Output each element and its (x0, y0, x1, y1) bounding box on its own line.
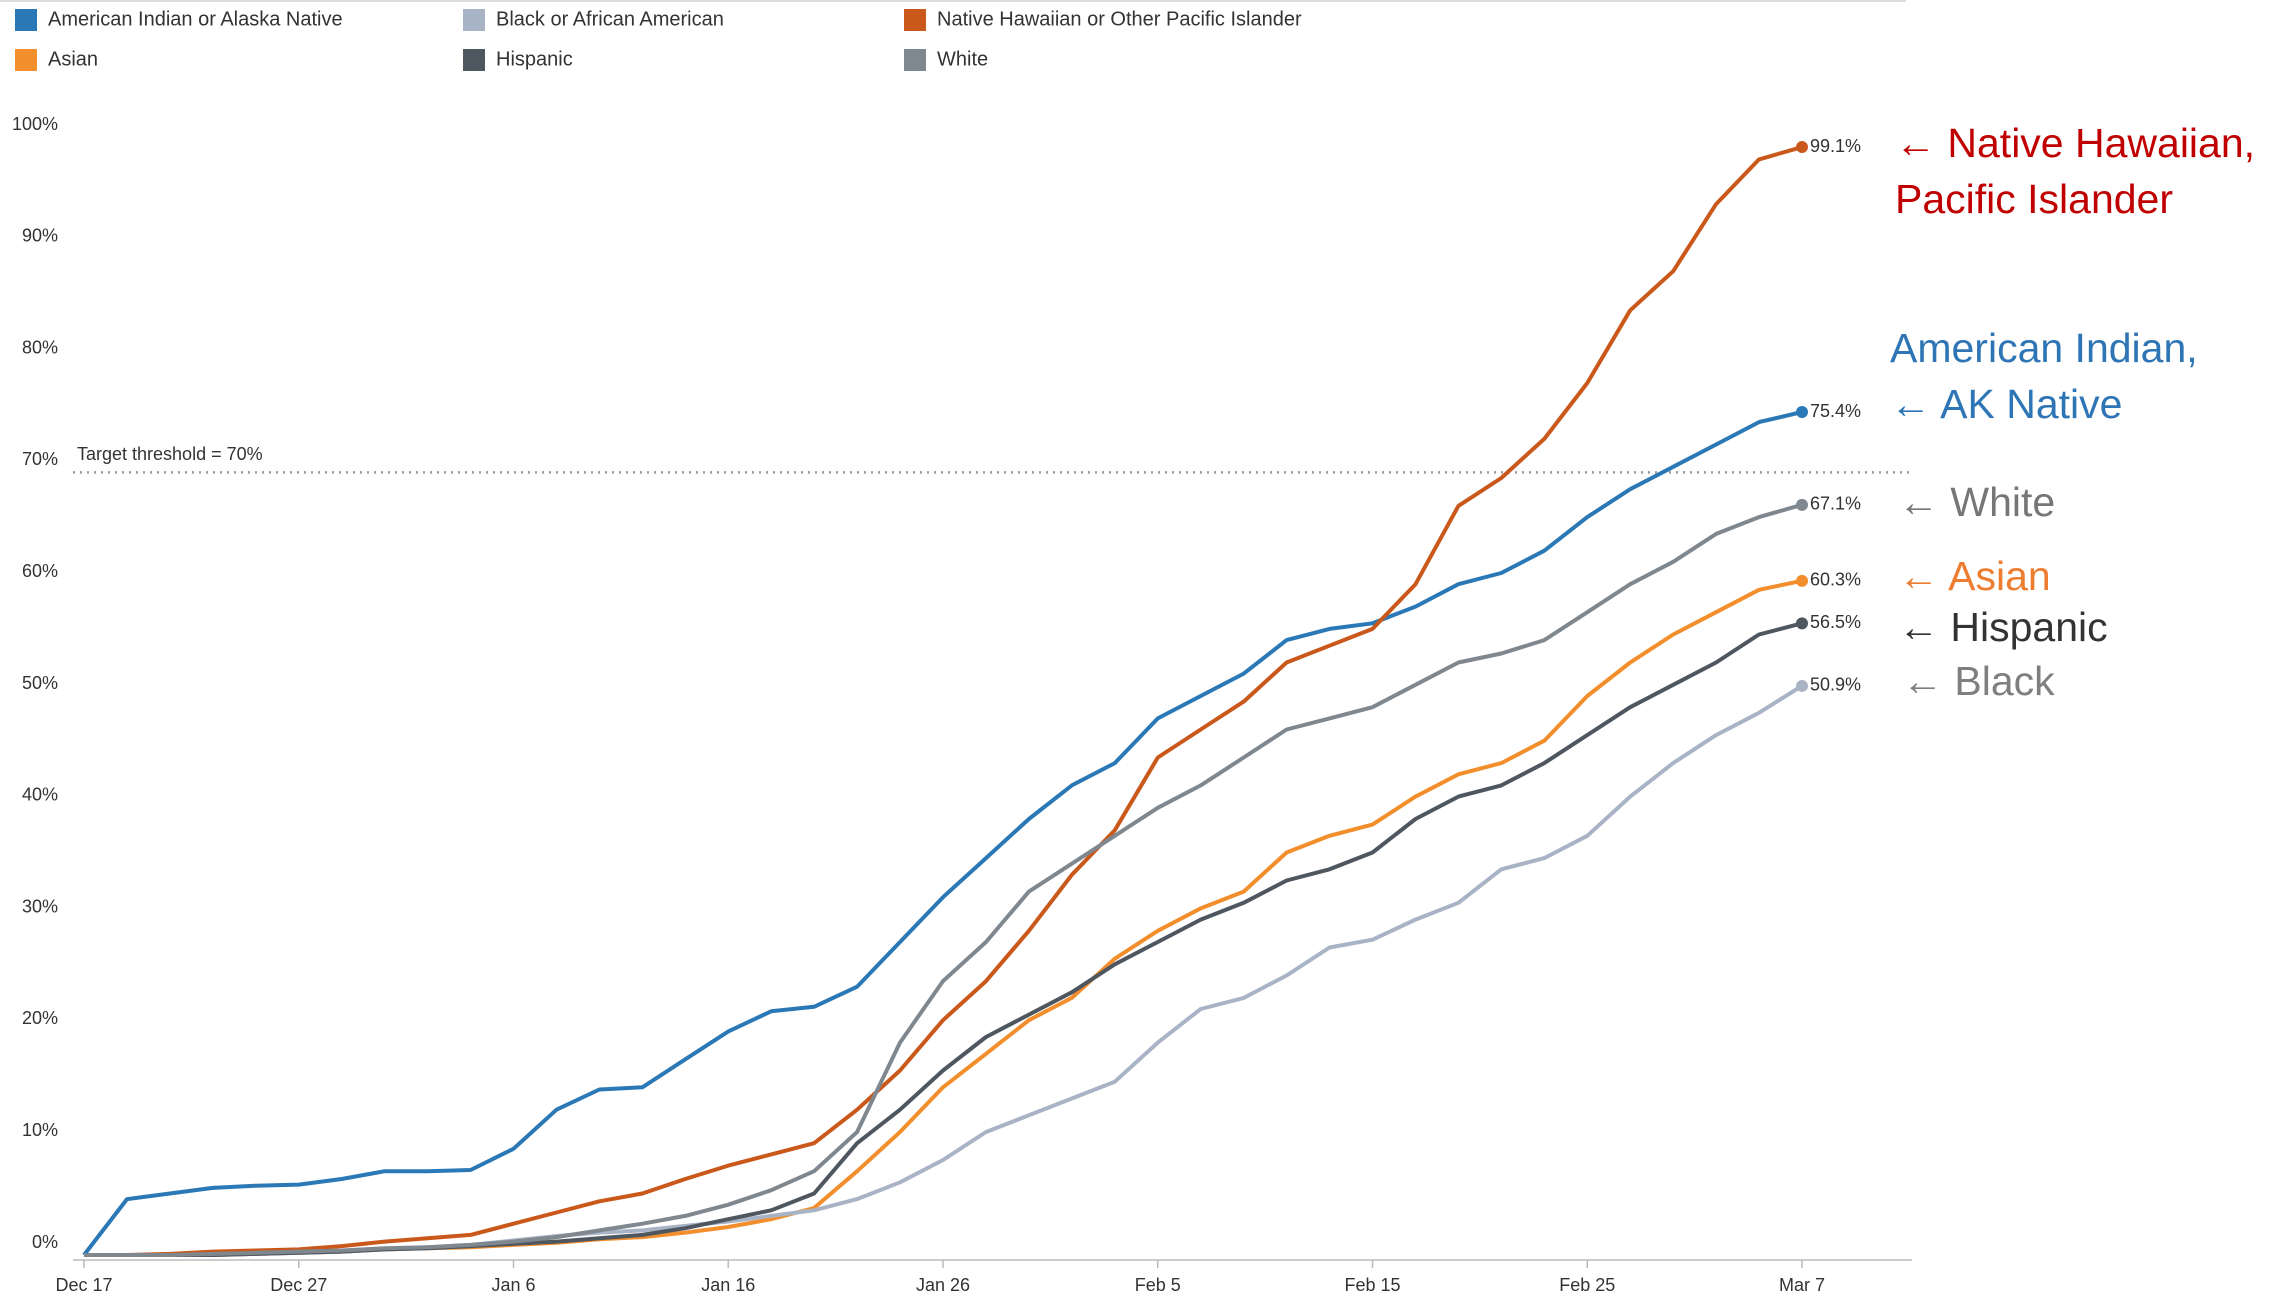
series-line (82, 410, 1803, 1257)
legend-swatch (463, 49, 485, 71)
legend-swatch (15, 9, 37, 31)
legend-swatch (904, 49, 926, 71)
legend-label: American Indian or Alaska Native (48, 8, 343, 30)
end-point (1796, 617, 1808, 630)
x-tick-label: Jan 26 (916, 1275, 970, 1295)
end-label: 99.1% (1810, 136, 1861, 156)
x-tick-label: Jan 6 (491, 1275, 535, 1295)
legend-label: White (937, 48, 988, 70)
x-tick-label: Jan 16 (701, 1275, 755, 1295)
annotation: ← AK Native (1890, 381, 2122, 427)
annotation: ← Hispanic (1898, 604, 2108, 650)
y-tick-label: 70% (22, 449, 58, 469)
end-point (1796, 141, 1808, 154)
y-tick-label: 100% (12, 114, 58, 134)
end-point (1796, 679, 1808, 692)
end-label: 60.3% (1810, 570, 1861, 590)
x-tick-label: Feb 15 (1344, 1275, 1400, 1295)
legend-label: Native Hawaiian or Other Pacific Islande… (937, 8, 1302, 30)
end-point (1796, 574, 1808, 587)
legend-swatch (904, 9, 926, 31)
y-tick-label: 90% (22, 226, 58, 246)
series-line (84, 578, 1803, 1257)
end-label: 56.5% (1810, 612, 1861, 632)
y-tick-label: 20% (22, 1008, 58, 1028)
legend-swatch (463, 9, 485, 31)
end-label: 67.1% (1810, 494, 1861, 514)
x-tick-label: Dec 17 (55, 1275, 112, 1295)
series-line (84, 145, 1803, 1257)
x-tick-label: Mar 7 (1779, 1275, 1825, 1295)
annotation: Pacific Islander (1895, 176, 2173, 222)
x-tick-label: Dec 27 (270, 1275, 327, 1295)
y-tick-label: 60% (22, 561, 58, 581)
y-tick-label: 0% (32, 1232, 58, 1252)
x-tick-label: Feb 25 (1559, 1275, 1615, 1295)
y-tick-label: 30% (22, 896, 58, 916)
y-tick-label: 80% (22, 337, 58, 357)
end-label: 50.9% (1810, 675, 1861, 695)
series-line (84, 502, 1803, 1257)
legend-label: Hispanic (496, 48, 573, 70)
annotation: ← Black (1902, 658, 2055, 704)
end-label: 75.4% (1810, 401, 1861, 421)
annotation: American Indian, (1890, 325, 2198, 371)
series-line (84, 684, 1804, 1257)
annotation: ← Native Hawaiian, (1895, 120, 2255, 166)
end-point (1796, 406, 1808, 419)
legend-label: Asian (48, 48, 98, 70)
annotation: ← White (1898, 479, 2055, 525)
legend-label: Black or African American (496, 8, 724, 30)
annotation: ← Asian (1898, 553, 2051, 599)
legend-swatch (15, 49, 37, 71)
threshold-label: Target threshold = 70% (77, 444, 263, 464)
y-tick-label: 40% (22, 785, 58, 805)
end-point (1796, 498, 1808, 511)
y-tick-label: 50% (22, 673, 58, 693)
y-tick-label: 10% (22, 1120, 58, 1140)
x-tick-label: Feb 5 (1135, 1275, 1181, 1295)
